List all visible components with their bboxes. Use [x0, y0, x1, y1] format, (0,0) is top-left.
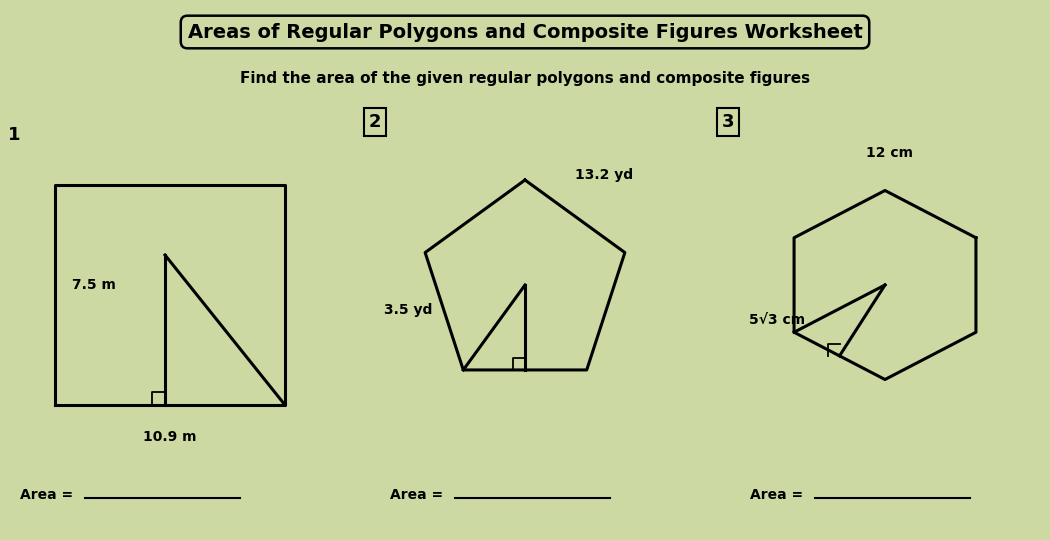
Text: 7.5 m: 7.5 m [72, 278, 116, 292]
Text: 10.9 m: 10.9 m [143, 430, 196, 444]
Text: 5√3 cm: 5√3 cm [749, 313, 805, 327]
Text: Find the area of the given regular polygons and composite figures: Find the area of the given regular polyg… [240, 71, 810, 85]
Text: Area =: Area = [750, 488, 808, 502]
Text: 13.2 yd: 13.2 yd [575, 168, 633, 182]
Text: 3.5 yd: 3.5 yd [383, 303, 432, 317]
Text: 1: 1 [8, 126, 21, 144]
Text: Area =: Area = [20, 488, 78, 502]
Text: Area =: Area = [390, 488, 448, 502]
Text: 12 cm: 12 cm [866, 146, 914, 160]
Text: 3: 3 [721, 113, 734, 131]
Text: 2: 2 [369, 113, 381, 131]
Text: Areas of Regular Polygons and Composite Figures Worksheet: Areas of Regular Polygons and Composite … [188, 23, 862, 42]
